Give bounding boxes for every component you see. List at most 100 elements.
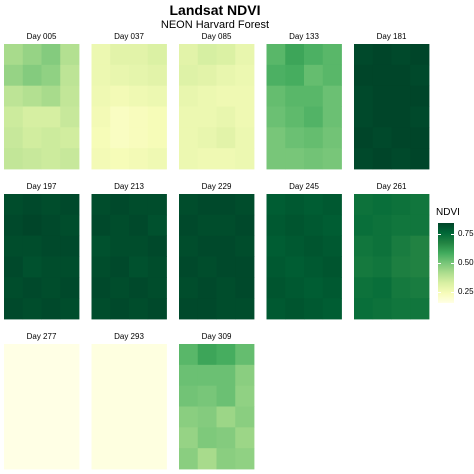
heatmap-cell: [410, 127, 430, 149]
heatmap-cell: [129, 344, 149, 366]
heatmap-cell: [41, 448, 61, 470]
heatmap-cell: [147, 85, 167, 107]
heatmap-cell: [410, 277, 430, 299]
heatmap-cell: [60, 448, 80, 470]
heatmap-cell: [4, 44, 24, 66]
legend-tick-label: 0.50: [458, 258, 474, 267]
heatmap-cell: [266, 44, 286, 66]
heatmap-cell: [22, 448, 42, 470]
heatmap-cell: [285, 85, 305, 107]
heatmap-cell: [410, 44, 430, 66]
heatmap-cell: [235, 364, 255, 387]
heatmap-cell: [372, 194, 392, 216]
heatmap-cell: [285, 44, 305, 66]
heatmap-cell: [410, 106, 430, 128]
heatmap-cell: [4, 277, 24, 299]
heatmap-cell: [22, 44, 42, 66]
panel-label: Day 005: [27, 32, 57, 41]
heatmap-cell: [235, 44, 255, 66]
heatmap-cell: [354, 194, 374, 216]
heatmap-cell: [179, 214, 199, 237]
heatmap-cell: [266, 277, 286, 299]
heatmap-cell: [91, 427, 111, 449]
heatmap-cell: [41, 235, 61, 257]
heatmap-cell: [91, 148, 111, 170]
heatmap-cell: [41, 385, 61, 407]
heatmap-cell: [4, 256, 24, 278]
heatmap-cell: [179, 256, 199, 278]
heatmap-cell: [354, 277, 374, 299]
heatmap-cell: [304, 214, 324, 237]
heatmap-cell: [179, 277, 199, 299]
heatmap-cell: [60, 106, 80, 128]
panel-label: Day 293: [114, 332, 144, 341]
heatmap-cell: [147, 256, 167, 278]
heatmap-cell: [179, 448, 199, 470]
heatmap-cell: [129, 85, 149, 107]
heatmap-cell: [322, 214, 342, 237]
heatmap-cell: [41, 106, 61, 128]
heatmap-cell: [285, 106, 305, 128]
heatmap-cell: [4, 448, 24, 470]
heatmap-cell: [41, 344, 61, 366]
legend-title: NDVI: [436, 207, 460, 218]
heatmap-cell: [91, 406, 111, 428]
heatmap-cell: [91, 64, 111, 87]
heatmap-cell: [372, 127, 392, 149]
heatmap-cell: [4, 85, 24, 107]
heatmap-cell: [235, 64, 255, 87]
heatmap-cell: [304, 106, 324, 128]
panel-day-085: Day 085: [179, 32, 255, 170]
heatmap-cell: [179, 44, 199, 66]
legend-tick-mark: [451, 234, 454, 236]
heatmap-cell: [60, 385, 80, 407]
heatmap-cell: [110, 406, 130, 428]
heatmap-cell: [235, 85, 255, 107]
heatmap-cell: [41, 64, 61, 87]
heatmap-cell: [91, 106, 111, 128]
heatmap-cell: [129, 427, 149, 449]
heatmap-cell: [22, 344, 42, 366]
heatmap-cell: [304, 298, 324, 320]
heatmap-cell: [179, 364, 199, 387]
panel-day-277: Day 277: [4, 332, 80, 470]
heatmap-cell: [41, 127, 61, 149]
heatmap-cell: [322, 85, 342, 107]
heatmap-cell: [391, 277, 411, 299]
heatmap-cell: [41, 427, 61, 449]
heatmap-cell: [110, 127, 130, 149]
heatmap-cell: [129, 148, 149, 170]
legend-tick-label: 0.25: [458, 286, 474, 296]
heatmap-cell: [391, 106, 411, 128]
heatmap-cell: [110, 448, 130, 470]
heatmap-cell: [322, 64, 342, 87]
heatmap-cell: [304, 85, 324, 107]
heatmap-cell: [22, 277, 42, 299]
heatmap-cell: [354, 235, 374, 257]
heatmap-cell: [354, 106, 374, 128]
heatmap-cell: [197, 448, 217, 470]
heatmap-cell: [304, 194, 324, 216]
heatmap-cell: [354, 127, 374, 149]
heatmap-cell: [91, 214, 111, 237]
panel-day-213: Day 213: [91, 182, 167, 320]
heatmap-cell: [354, 85, 374, 107]
heatmap-cell: [41, 298, 61, 320]
heatmap-cell: [4, 235, 24, 257]
heatmap-cell: [147, 214, 167, 237]
heatmap-cell: [235, 148, 255, 170]
heatmap-cell: [322, 277, 342, 299]
heatmap-cell: [110, 106, 130, 128]
heatmap-cell: [197, 85, 217, 107]
heatmap-cell: [129, 106, 149, 128]
heatmap-cell: [410, 214, 430, 237]
heatmap-cell: [147, 194, 167, 216]
heatmap-cell: [304, 277, 324, 299]
heatmap-cell: [129, 44, 149, 66]
heatmap-cell: [22, 406, 42, 428]
legend-tick-label: 0.75: [458, 229, 474, 239]
heatmap-cell: [235, 298, 255, 320]
heatmap-cell: [60, 344, 80, 366]
heatmap-cell: [216, 106, 236, 128]
heatmap-cell: [197, 127, 217, 149]
